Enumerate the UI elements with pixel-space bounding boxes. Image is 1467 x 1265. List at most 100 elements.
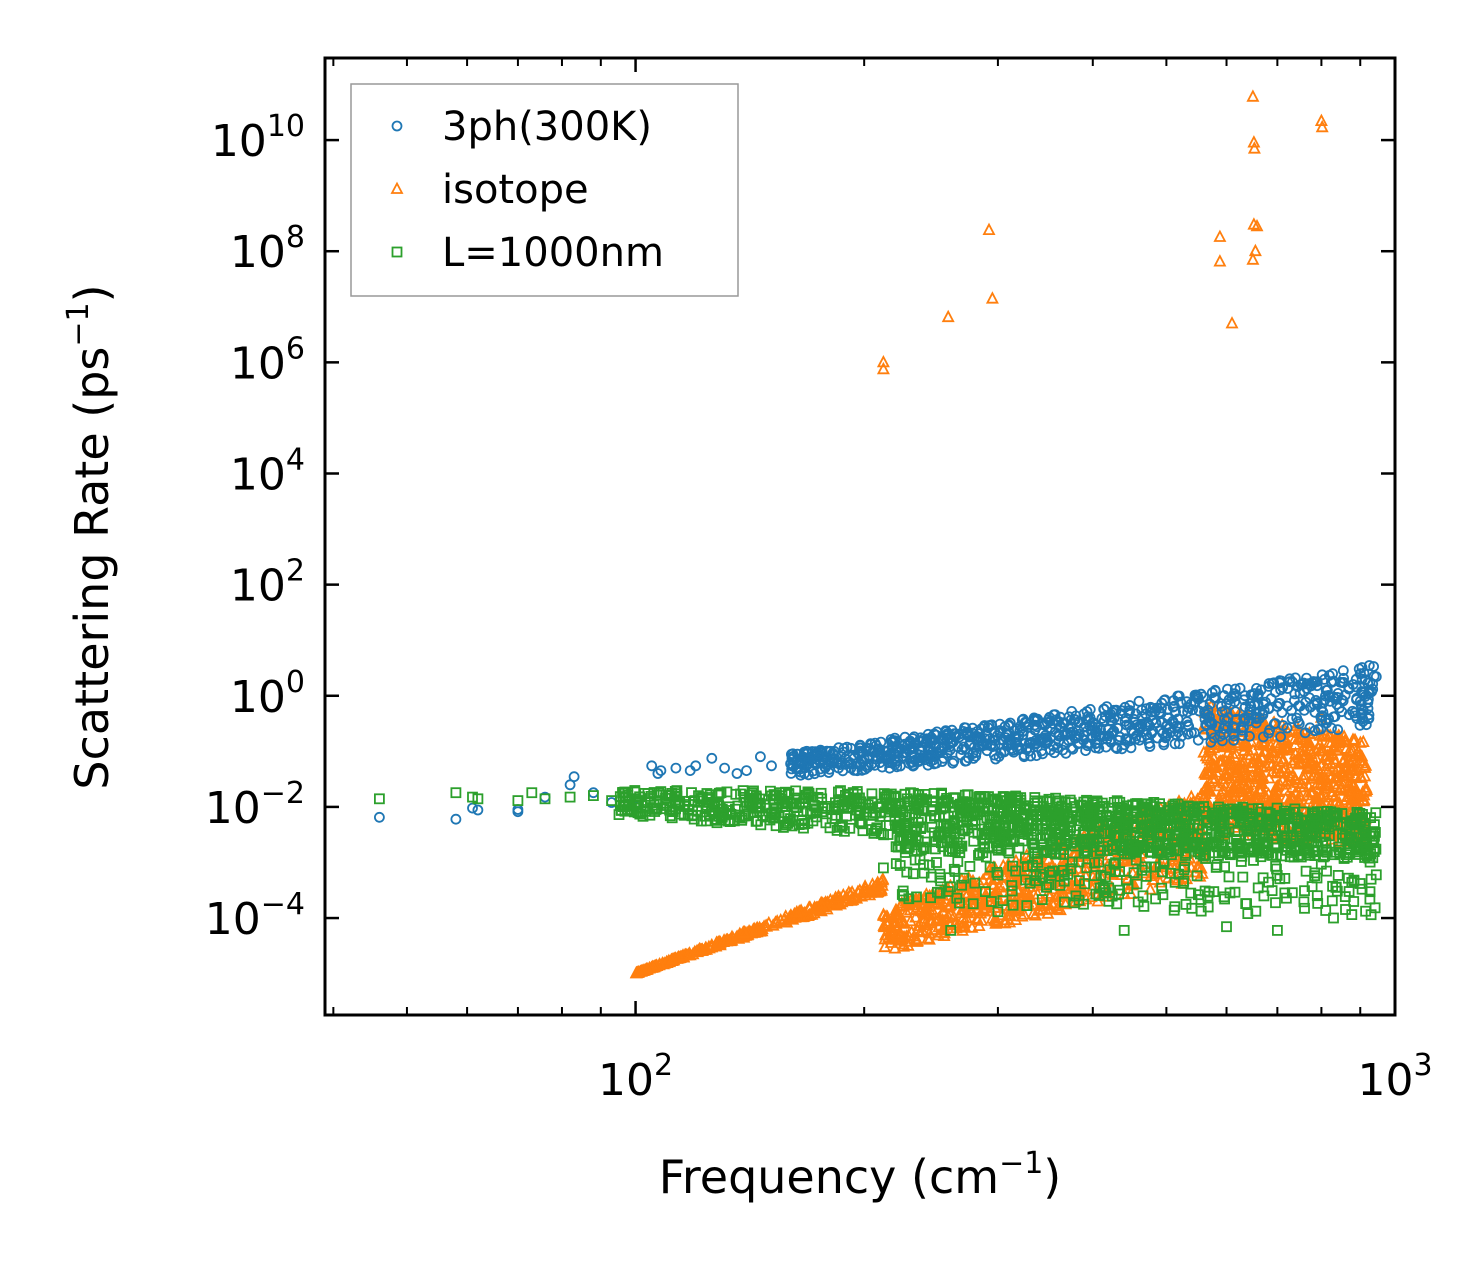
data-point [1293, 754, 1306, 768]
data-point [644, 809, 656, 821]
data-point [986, 896, 997, 907]
y-axis-label-suffix: ) [65, 284, 119, 302]
data-point [905, 924, 919, 938]
data-point [984, 733, 996, 745]
data-point [1347, 789, 1361, 802]
data-point [842, 885, 856, 898]
data-point [1020, 808, 1031, 820]
data-point [931, 857, 942, 868]
data-point [1292, 681, 1304, 692]
data-point [960, 743, 971, 755]
data-point [631, 965, 645, 978]
data-point [1189, 813, 1201, 825]
data-point [1073, 856, 1085, 868]
data-point [951, 892, 963, 904]
x-tick-label: 103 [1357, 1048, 1432, 1106]
data-point [1255, 760, 1269, 773]
data-point [925, 892, 936, 904]
data-point [1279, 823, 1291, 835]
data-point [1241, 747, 1254, 760]
data-point [908, 741, 919, 753]
data-point [679, 795, 690, 807]
data-point [1337, 665, 1349, 676]
data-point [1090, 888, 1102, 900]
data-point [1259, 841, 1271, 852]
data-point [1005, 901, 1019, 915]
data-point [826, 813, 838, 824]
data-point [949, 866, 961, 877]
data-point [629, 799, 641, 811]
data-point [1093, 856, 1105, 868]
data-point [1229, 886, 1241, 898]
data-point [1250, 905, 1262, 917]
data-point [1356, 883, 1368, 895]
data-point [1300, 865, 1312, 877]
data-point [880, 909, 894, 922]
data-point [1183, 721, 1195, 732]
data-point [1119, 848, 1130, 859]
data-point [1165, 867, 1176, 879]
data-point [1197, 691, 1209, 703]
y-tick-label: 104 [230, 442, 305, 500]
data-point [1209, 847, 1220, 859]
data-point [512, 795, 524, 806]
data-point [1195, 837, 1207, 849]
data-point [1284, 851, 1296, 863]
y-tick-label: 106 [230, 331, 305, 389]
y-tick-label-base: 10 [211, 116, 267, 167]
data-point [1064, 825, 1076, 837]
data-point [916, 896, 930, 909]
data-point [1098, 730, 1110, 742]
data-point [889, 907, 903, 920]
data-point [896, 889, 908, 900]
data-point [853, 883, 867, 896]
data-point [859, 763, 871, 775]
data-point [942, 915, 956, 929]
data-point [1237, 730, 1248, 741]
data-point [1058, 844, 1070, 855]
data-point [983, 802, 994, 814]
data-point [1281, 892, 1292, 904]
data-point [1081, 862, 1093, 874]
data-point [1111, 898, 1123, 910]
data-point [1236, 810, 1248, 822]
data-point [1125, 742, 1137, 754]
data-point [1279, 791, 1293, 804]
data-point [1118, 925, 1130, 936]
data-point [1247, 141, 1261, 154]
data-point [909, 910, 923, 923]
data-point [1279, 777, 1293, 790]
data-point [911, 918, 925, 932]
data-point [1270, 897, 1281, 909]
data-point [1173, 868, 1184, 880]
data-point [1089, 870, 1100, 881]
data-point [844, 822, 856, 834]
data-point [706, 797, 718, 809]
data-point [967, 897, 981, 911]
data-point [957, 726, 969, 737]
data-point [1222, 754, 1236, 767]
data-point [1357, 793, 1371, 807]
data-point [1148, 842, 1160, 853]
data-point [472, 793, 484, 805]
data-point [1220, 789, 1234, 802]
data-point [975, 791, 987, 802]
data-point [1003, 847, 1015, 859]
data-point [1244, 730, 1255, 742]
legend-marker-square [391, 246, 403, 258]
data-point [1276, 707, 1288, 718]
data-point [1027, 860, 1038, 871]
data-point [897, 885, 909, 897]
data-point [1198, 786, 1212, 799]
data-point [1017, 810, 1029, 821]
data-point [904, 913, 918, 927]
data-point [1343, 886, 1355, 897]
data-point [1146, 806, 1158, 818]
data-point [745, 925, 759, 938]
data-point [1167, 701, 1179, 713]
data-point [965, 920, 979, 933]
data-point [907, 868, 919, 880]
data-point [991, 840, 1003, 852]
data-point [1341, 768, 1355, 781]
